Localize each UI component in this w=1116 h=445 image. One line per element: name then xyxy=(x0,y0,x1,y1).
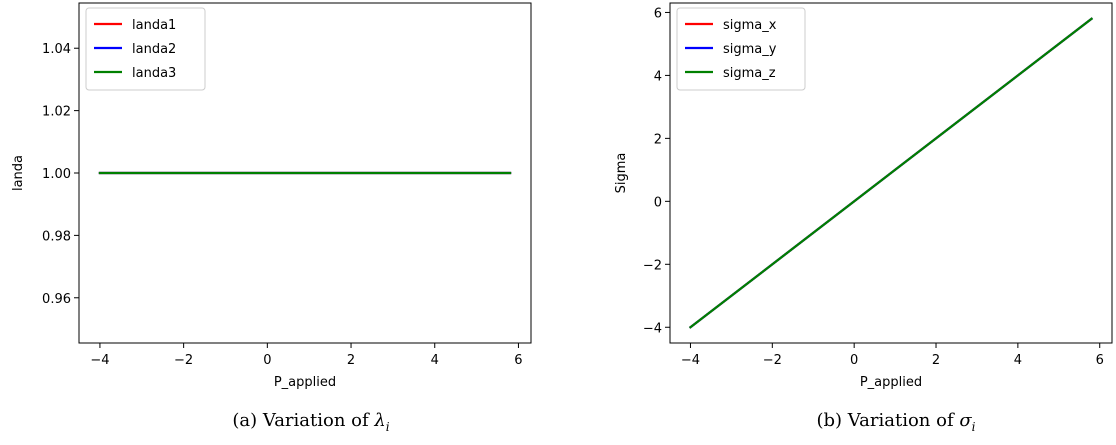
y-axis-label: Sigma xyxy=(614,153,629,194)
legend-frame xyxy=(85,7,206,91)
caption-subscript: i xyxy=(972,420,976,434)
y-tick-label: 1.00 xyxy=(42,167,71,182)
chart-panel-2: −4 −2 0 2 4 6−4−20246P_appliedSigmasigma_xsig… xyxy=(614,2,1113,434)
caption-text: (b) Variation of xyxy=(817,410,960,431)
caption-symbol: λ xyxy=(373,410,385,431)
legend-label-sigma_x: sigma_x xyxy=(723,18,777,33)
legend-label-landa3: landa3 xyxy=(132,66,176,81)
x-tick-label: 4 xyxy=(1014,353,1022,368)
x-tick-label: 6 xyxy=(514,353,522,368)
x-axis-label: P_applied xyxy=(274,375,336,390)
chart-panel-1: −4 −2 0 2 4 6 0.96 0.98 1.00 1.02 1.04 P_applied lan… xyxy=(11,2,532,434)
legend: sigma_x sigma_y sigma_z xyxy=(676,7,806,91)
caption-subscript: i xyxy=(386,420,390,434)
x-tick-label: 2 xyxy=(347,353,355,368)
x-tick-label: 0 xyxy=(263,353,271,368)
y-axis-label: landa xyxy=(11,155,26,191)
figure-caption: (b) Variation of σi xyxy=(817,410,976,434)
y-tick-label: 0 xyxy=(654,195,662,210)
x-tick-label: 6 xyxy=(1096,353,1104,368)
y-tick-label: −4 xyxy=(643,321,662,336)
caption-text: (a) Variation of xyxy=(232,410,374,431)
legend-label-landa1: landa1 xyxy=(132,18,176,33)
legend-label-landa2: landa2 xyxy=(132,42,176,57)
y-tick-label: 1.02 xyxy=(42,105,71,120)
series-line-sigma_z xyxy=(688,17,1094,329)
y-tick-label: 2 xyxy=(654,132,662,147)
legend-frame xyxy=(676,7,806,91)
y-tick-label: 0.98 xyxy=(42,229,71,244)
y-tick-label: 4 xyxy=(654,69,662,84)
x-tick-label: −2 xyxy=(763,353,782,368)
y-tick-label: 0.96 xyxy=(42,292,71,307)
x-tick-label: −2 xyxy=(174,353,193,368)
y-tick-label: 6 xyxy=(654,6,662,21)
legend: landa1 landa2 landa3 xyxy=(85,7,206,91)
x-axis-label: P_applied xyxy=(860,375,922,390)
legend-label-sigma_z: sigma_z xyxy=(723,66,776,81)
plot-frame xyxy=(669,2,1113,344)
x-tick-label: −4 xyxy=(90,353,109,368)
figure-caption: (a) Variation of λi xyxy=(232,410,389,434)
x-tick-label: 2 xyxy=(932,353,940,368)
y-tick-label: 1.04 xyxy=(42,42,71,57)
x-tick-label: −4 xyxy=(681,353,700,368)
caption-symbol: σ xyxy=(959,410,972,431)
x-tick-label: 4 xyxy=(431,353,439,368)
y-tick-label: −2 xyxy=(643,258,662,273)
x-tick-label: 0 xyxy=(850,353,858,368)
legend-label-sigma_y: sigma_y xyxy=(723,42,777,57)
